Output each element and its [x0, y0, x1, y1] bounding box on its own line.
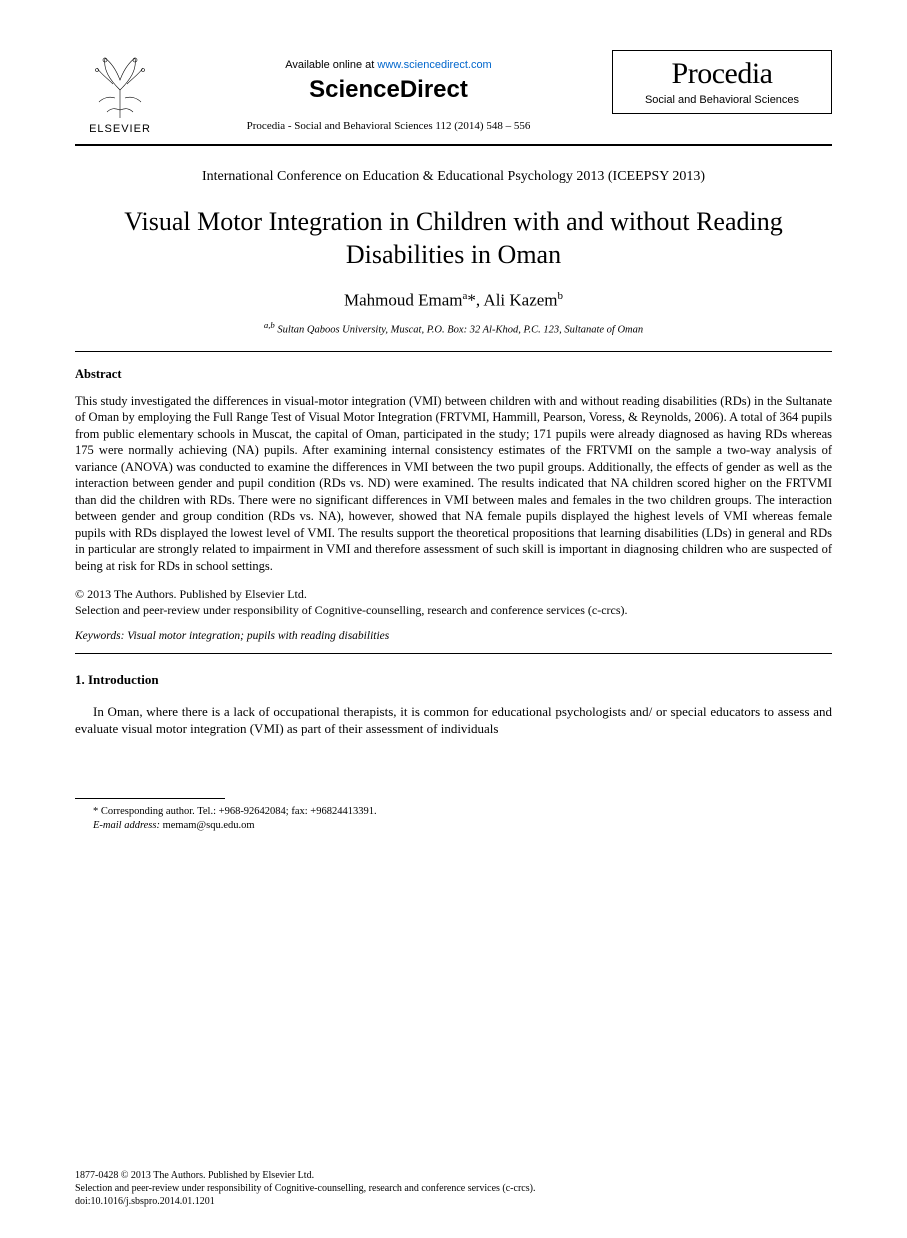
- footer-doi-line: doi:10.1016/j.sbspro.2014.01.1201: [75, 1195, 832, 1208]
- footnote-rule: [75, 798, 225, 799]
- header-row: ELSEVIER Available online at www.science…: [75, 50, 832, 136]
- affiliation-text: Sultan Qaboos University, Muscat, P.O. B…: [275, 325, 643, 336]
- authors-line: Mahmoud Emama*, Ali Kazemb: [75, 289, 832, 312]
- procedia-journal-box: Procedia Social and Behavioral Sciences: [612, 50, 832, 114]
- sciencedirect-wordmark: ScienceDirect: [165, 74, 612, 105]
- author-1-corr-mark: *: [467, 291, 476, 310]
- page-footer: 1877-0428 © 2013 The Authors. Published …: [75, 1169, 832, 1208]
- journal-reference: Procedia - Social and Behavioral Science…: [165, 119, 612, 133]
- procedia-title: Procedia: [623, 59, 821, 89]
- email-line: E-mail address: memam@squ.edu.om: [93, 819, 832, 833]
- section-1-paragraph: In Oman, where there is a lack of occupa…: [75, 703, 832, 737]
- footnote-block: * Corresponding author. Tel.: +968-92642…: [75, 805, 832, 833]
- available-online-line: Available online at www.sciencedirect.co…: [165, 58, 612, 72]
- author-2-name: Ali Kazem: [483, 291, 557, 310]
- elsevier-label: ELSEVIER: [89, 122, 151, 136]
- email-label: E-mail address:: [93, 820, 160, 831]
- email-value: memam@squ.edu.om: [160, 820, 255, 831]
- available-prefix: Available online at: [285, 59, 377, 71]
- author-2-affil-sup: b: [558, 290, 564, 302]
- paper-title: Visual Motor Integration in Children wit…: [75, 206, 832, 271]
- conference-name: International Conference on Education & …: [75, 168, 832, 186]
- elsevier-tree-icon: [85, 50, 155, 120]
- copyright-line-2: Selection and peer-review under responsi…: [75, 602, 832, 618]
- rule-below-keywords: [75, 653, 832, 654]
- header-rule: [75, 144, 832, 146]
- section-1-heading: 1. Introduction: [75, 672, 832, 689]
- affiliation-sup: a,b: [264, 320, 275, 330]
- elsevier-logo-block: ELSEVIER: [75, 50, 165, 136]
- copyright-line-1: © 2013 The Authors. Published by Elsevie…: [75, 586, 832, 602]
- footer-issn-line: 1877-0428 © 2013 The Authors. Published …: [75, 1169, 832, 1182]
- abstract-heading: Abstract: [75, 366, 832, 382]
- author-1-name: Mahmoud Emam: [344, 291, 463, 310]
- abstract-body: This study investigated the differences …: [75, 393, 832, 575]
- corresponding-author-line: * Corresponding author. Tel.: +968-92642…: [93, 805, 832, 819]
- sciencedirect-url[interactable]: www.sciencedirect.com: [377, 59, 491, 71]
- copyright-block: © 2013 The Authors. Published by Elsevie…: [75, 586, 832, 618]
- rule-above-abstract: [75, 351, 832, 352]
- center-header: Available online at www.sciencedirect.co…: [165, 50, 612, 134]
- footer-selection-line: Selection and peer-review under responsi…: [75, 1182, 832, 1195]
- affiliation-line: a,b Sultan Qaboos University, Muscat, P.…: [75, 320, 832, 337]
- keywords-line: Keywords: Visual motor integration; pupi…: [75, 629, 832, 644]
- procedia-subtitle: Social and Behavioral Sciences: [623, 93, 821, 107]
